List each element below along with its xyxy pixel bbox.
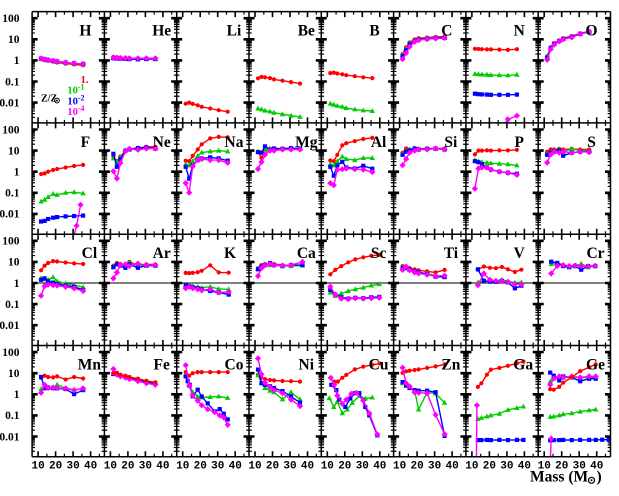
svg-text:Ni: Ni (299, 357, 315, 374)
svg-text:40: 40 (301, 461, 314, 473)
svg-text:20: 20 (121, 461, 134, 473)
svg-text:30: 30 (66, 461, 79, 473)
svg-text:10: 10 (393, 461, 406, 473)
svg-text:Al: Al (371, 134, 387, 151)
svg-text:0.1: 0.1 (5, 188, 20, 200)
svg-text:P: P (514, 134, 524, 151)
svg-text:1: 1 (14, 389, 20, 401)
svg-text:10: 10 (248, 461, 261, 473)
svg-text:10: 10 (465, 461, 478, 473)
svg-text:10: 10 (538, 461, 551, 473)
svg-text:40: 40 (229, 461, 242, 473)
svg-text:20: 20 (194, 461, 207, 473)
svg-text:30: 30 (283, 461, 296, 473)
svg-text:Si: Si (444, 134, 458, 151)
svg-text:0.01: 0.01 (0, 320, 20, 332)
svg-text:O: O (585, 23, 597, 40)
svg-text:40: 40 (156, 461, 169, 473)
svg-text:10: 10 (31, 461, 44, 473)
svg-text:Ar: Ar (153, 245, 171, 262)
svg-text:Mg: Mg (295, 134, 318, 151)
svg-text:20: 20 (410, 461, 423, 473)
svg-text:100: 100 (2, 124, 20, 136)
svg-text:100: 100 (2, 347, 20, 359)
svg-text:Co: Co (225, 357, 244, 374)
svg-text:30: 30 (500, 461, 513, 473)
svg-text:100: 100 (2, 13, 20, 25)
svg-text:1: 1 (14, 55, 20, 67)
svg-text:Zn: Zn (441, 357, 460, 374)
svg-text:10: 10 (8, 368, 20, 380)
svg-text:20: 20 (49, 461, 62, 473)
svg-text:Fe: Fe (154, 357, 170, 374)
svg-text:Ge: Ge (586, 357, 605, 374)
svg-text:20: 20 (338, 461, 351, 473)
svg-text:0.1: 0.1 (5, 410, 20, 422)
svg-text:0.1: 0.1 (5, 299, 20, 311)
svg-text:30: 30 (139, 461, 152, 473)
svg-text:100: 100 (2, 236, 20, 248)
svg-text:N: N (514, 23, 525, 40)
svg-text:Na: Na (225, 134, 244, 151)
svg-text:0.01: 0.01 (0, 97, 20, 109)
svg-text:10: 10 (321, 461, 334, 473)
svg-text:Z/Z: Z/Z (41, 94, 57, 105)
svg-text:30: 30 (356, 461, 369, 473)
svg-text:40: 40 (445, 461, 458, 473)
svg-text:30: 30 (211, 461, 224, 473)
svg-text:B: B (369, 23, 379, 40)
svg-text:10: 10 (176, 461, 189, 473)
svg-text:0.1: 0.1 (5, 76, 20, 88)
svg-text:10: 10 (8, 145, 20, 157)
svg-text:30: 30 (573, 461, 586, 473)
svg-text:0.01: 0.01 (0, 431, 20, 443)
svg-text:Cr: Cr (586, 245, 604, 262)
svg-text:20: 20 (483, 461, 496, 473)
svg-text:40: 40 (84, 461, 97, 473)
svg-text:H: H (79, 23, 91, 40)
svg-text:40: 40 (373, 461, 386, 473)
svg-text:Cu: Cu (369, 357, 389, 374)
svg-text:1.: 1. (81, 75, 89, 86)
svg-text:10: 10 (8, 257, 20, 269)
svg-text:10: 10 (104, 461, 117, 473)
svg-text:C: C (441, 23, 452, 40)
svg-text:Ti: Ti (444, 245, 459, 262)
svg-text:0.01: 0.01 (0, 209, 20, 221)
svg-text:1: 1 (14, 167, 20, 179)
svg-text:Li: Li (227, 23, 242, 40)
svg-text:1: 1 (14, 278, 20, 290)
svg-text:He: He (152, 23, 171, 40)
svg-text:20: 20 (555, 461, 568, 473)
svg-text:Ca: Ca (297, 245, 316, 262)
svg-text:30: 30 (428, 461, 441, 473)
svg-text:10: 10 (8, 34, 20, 46)
svg-text:Cl: Cl (82, 245, 98, 262)
svg-text:Ga: Ga (513, 357, 533, 374)
svg-text:K: K (224, 245, 236, 262)
svg-text:40: 40 (590, 461, 603, 473)
svg-text:Mass (M: Mass (M (530, 469, 588, 486)
svg-text:Sc: Sc (371, 245, 387, 262)
svg-text:Be: Be (298, 23, 315, 40)
svg-text:Ne: Ne (153, 134, 171, 151)
svg-text:V: V (514, 245, 526, 262)
svg-text:Mn: Mn (78, 357, 102, 374)
svg-text:F: F (81, 134, 90, 151)
svg-text:S: S (587, 134, 596, 151)
svg-text:20: 20 (266, 461, 279, 473)
svg-text:40: 40 (518, 461, 531, 473)
svg-text:): ) (597, 469, 602, 486)
